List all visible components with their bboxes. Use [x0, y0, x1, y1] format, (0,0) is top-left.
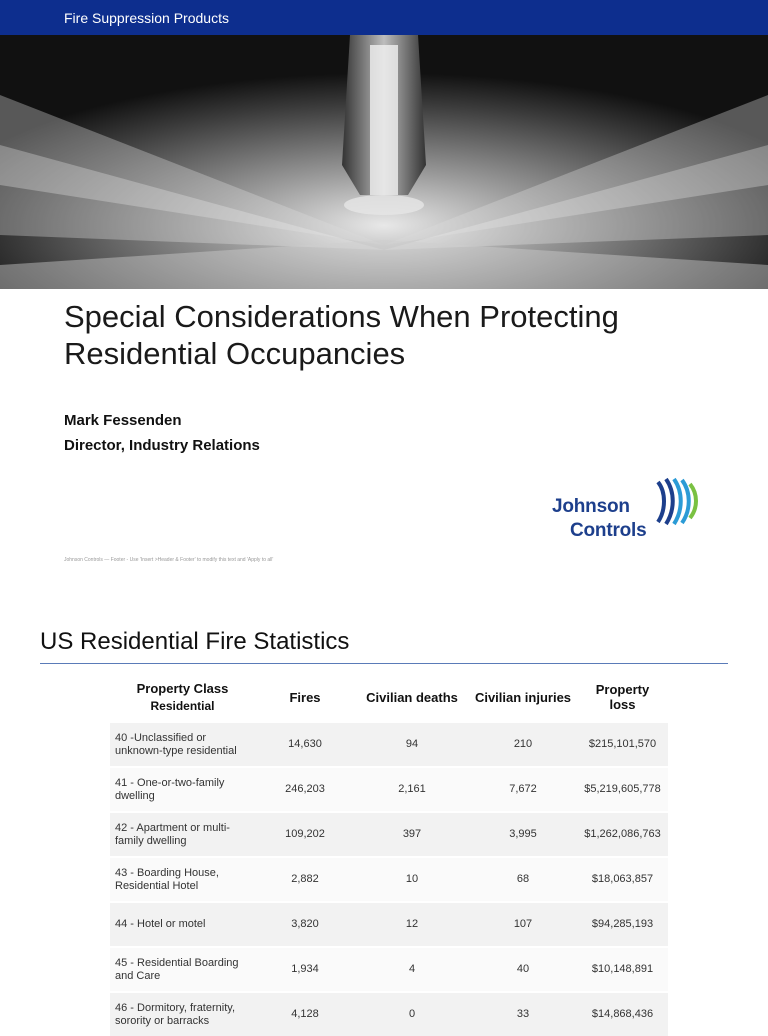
cell-property-class: 42 - Apartment or multi-family dwelling	[110, 811, 255, 857]
cell-loss: $215,101,570	[577, 721, 668, 767]
table-row: 46 - Dormitory, fraternity, sorority or …	[110, 991, 668, 1036]
table-row: 42 - Apartment or multi-family dwelling …	[110, 811, 668, 857]
cell-loss: $10,148,891	[577, 946, 668, 992]
table-row: 45 - Residential Boarding and Care 1,934…	[110, 946, 668, 992]
table-header-row: Property Class Residential Fires Civilia…	[110, 673, 668, 722]
cell-property-class: 44 - Hotel or motel	[110, 901, 255, 947]
column-header-loss: Property loss	[595, 682, 650, 712]
column-header-deaths: Civilian deaths	[366, 689, 458, 705]
sprinkler-photo	[0, 35, 768, 289]
cell-injuries: 68	[469, 856, 577, 902]
logo-wave-icon	[656, 477, 698, 526]
stats-slide-title: US Residential Fire Statistics	[40, 628, 350, 655]
cell-fires: 109,202	[255, 811, 355, 857]
header-bar: Fire Suppression Products	[0, 0, 768, 35]
cell-injuries: 3,995	[469, 811, 577, 857]
cell-loss: $5,219,605,778	[577, 766, 668, 812]
author-name: Mark Fessenden	[64, 412, 182, 429]
cell-deaths: 12	[355, 901, 469, 947]
cell-loss: $94,285,193	[577, 901, 668, 947]
presentation-title: Special Considerations When Protecting R…	[64, 299, 619, 371]
title-divider	[40, 663, 728, 664]
table-row: 40 -Unclassified or unknown-type residen…	[110, 721, 668, 767]
cell-property-class: 41 - One-or-two-family dwelling	[110, 766, 255, 812]
cell-property-class: 46 - Dormitory, fraternity, sorority or …	[110, 991, 255, 1036]
cell-deaths: 2,161	[355, 766, 469, 812]
cell-loss: $18,063,857	[577, 856, 668, 902]
cell-fires: 1,934	[255, 946, 355, 992]
cell-deaths: 4	[355, 946, 469, 992]
footer-note: Johnson Controls — Footer - Use 'Insert …	[64, 557, 274, 563]
cell-fires: 2,882	[255, 856, 355, 902]
cell-injuries: 40	[469, 946, 577, 992]
cell-deaths: 10	[355, 856, 469, 902]
author-block: Mark Fessenden Director, Industry Relati…	[64, 408, 260, 458]
johnson-controls-logo: Johnson Controls	[552, 474, 708, 546]
cell-property-class: 40 -Unclassified or unknown-type residen…	[110, 721, 255, 767]
fire-statistics-table: Property Class Residential Fires Civilia…	[110, 673, 668, 1036]
cell-loss: $1,262,086,763	[577, 811, 668, 857]
cell-property-class: 45 - Residential Boarding and Care	[110, 946, 255, 992]
property-class-sublabel: Residential	[150, 698, 215, 713]
column-header-property-class: Property Class Residential	[110, 673, 255, 722]
cell-injuries: 107	[469, 901, 577, 947]
header-label: Fire Suppression Products	[64, 10, 229, 26]
logo-line1: Johnson	[552, 496, 630, 517]
cell-loss: $14,868,436	[577, 991, 668, 1036]
logo-line2: Controls	[570, 520, 647, 541]
column-header-fires: Fires	[289, 689, 321, 705]
table-row: 41 - One-or-two-family dwelling 246,203 …	[110, 766, 668, 812]
property-class-label: Property Class	[136, 680, 229, 696]
cell-injuries: 7,672	[469, 766, 577, 812]
cell-injuries: 210	[469, 721, 577, 767]
column-header-injuries: Civilian injuries	[474, 689, 572, 705]
cell-deaths: 0	[355, 991, 469, 1036]
table-row: 44 - Hotel or motel 3,820 12 107 $94,285…	[110, 901, 668, 947]
cell-fires: 4,128	[255, 991, 355, 1036]
cell-fires: 14,630	[255, 721, 355, 767]
cell-fires: 3,820	[255, 901, 355, 947]
cell-property-class: 43 - Boarding House, Residential Hotel	[110, 856, 255, 902]
cell-deaths: 397	[355, 811, 469, 857]
table-row: 43 - Boarding House, Residential Hotel 2…	[110, 856, 668, 902]
cell-fires: 246,203	[255, 766, 355, 812]
author-role: Director, Industry Relations	[64, 437, 260, 454]
cell-injuries: 33	[469, 991, 577, 1036]
cell-deaths: 94	[355, 721, 469, 767]
sprinkler-image	[0, 35, 768, 289]
